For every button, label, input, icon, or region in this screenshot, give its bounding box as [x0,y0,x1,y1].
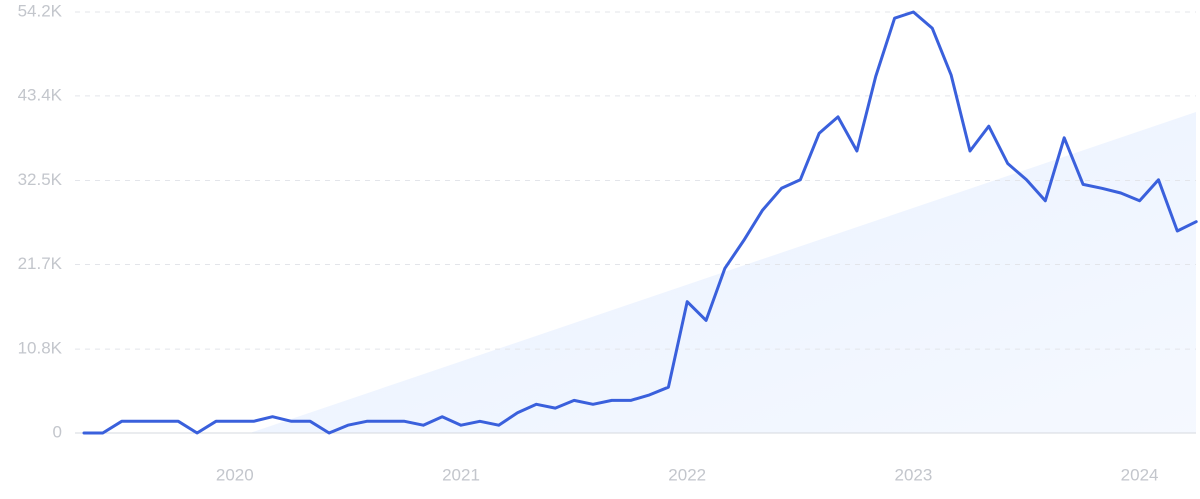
x-tick-label: 2021 [442,465,480,484]
y-tick-label: 21.7K [18,254,63,273]
x-tick-label: 2023 [894,465,932,484]
plot [82,10,1198,435]
y-tick-label: 32.5K [18,170,63,189]
grid: 0 10.8K 21.7K 32.5K 43.4K 54.2K 2020 2021 2022 20… [18,1,1196,484]
y-tick-label: 10.8K [18,339,63,358]
x-tick-label: 2024 [1121,465,1159,484]
y-tick-label: 43.4K [18,85,63,104]
y-tick-label: 0 [53,422,62,441]
x-tick-label: 2022 [668,465,706,484]
y-tick-label: 54.2K [18,1,63,20]
trend-line [82,10,1198,435]
x-tick-label: 2020 [216,465,254,484]
